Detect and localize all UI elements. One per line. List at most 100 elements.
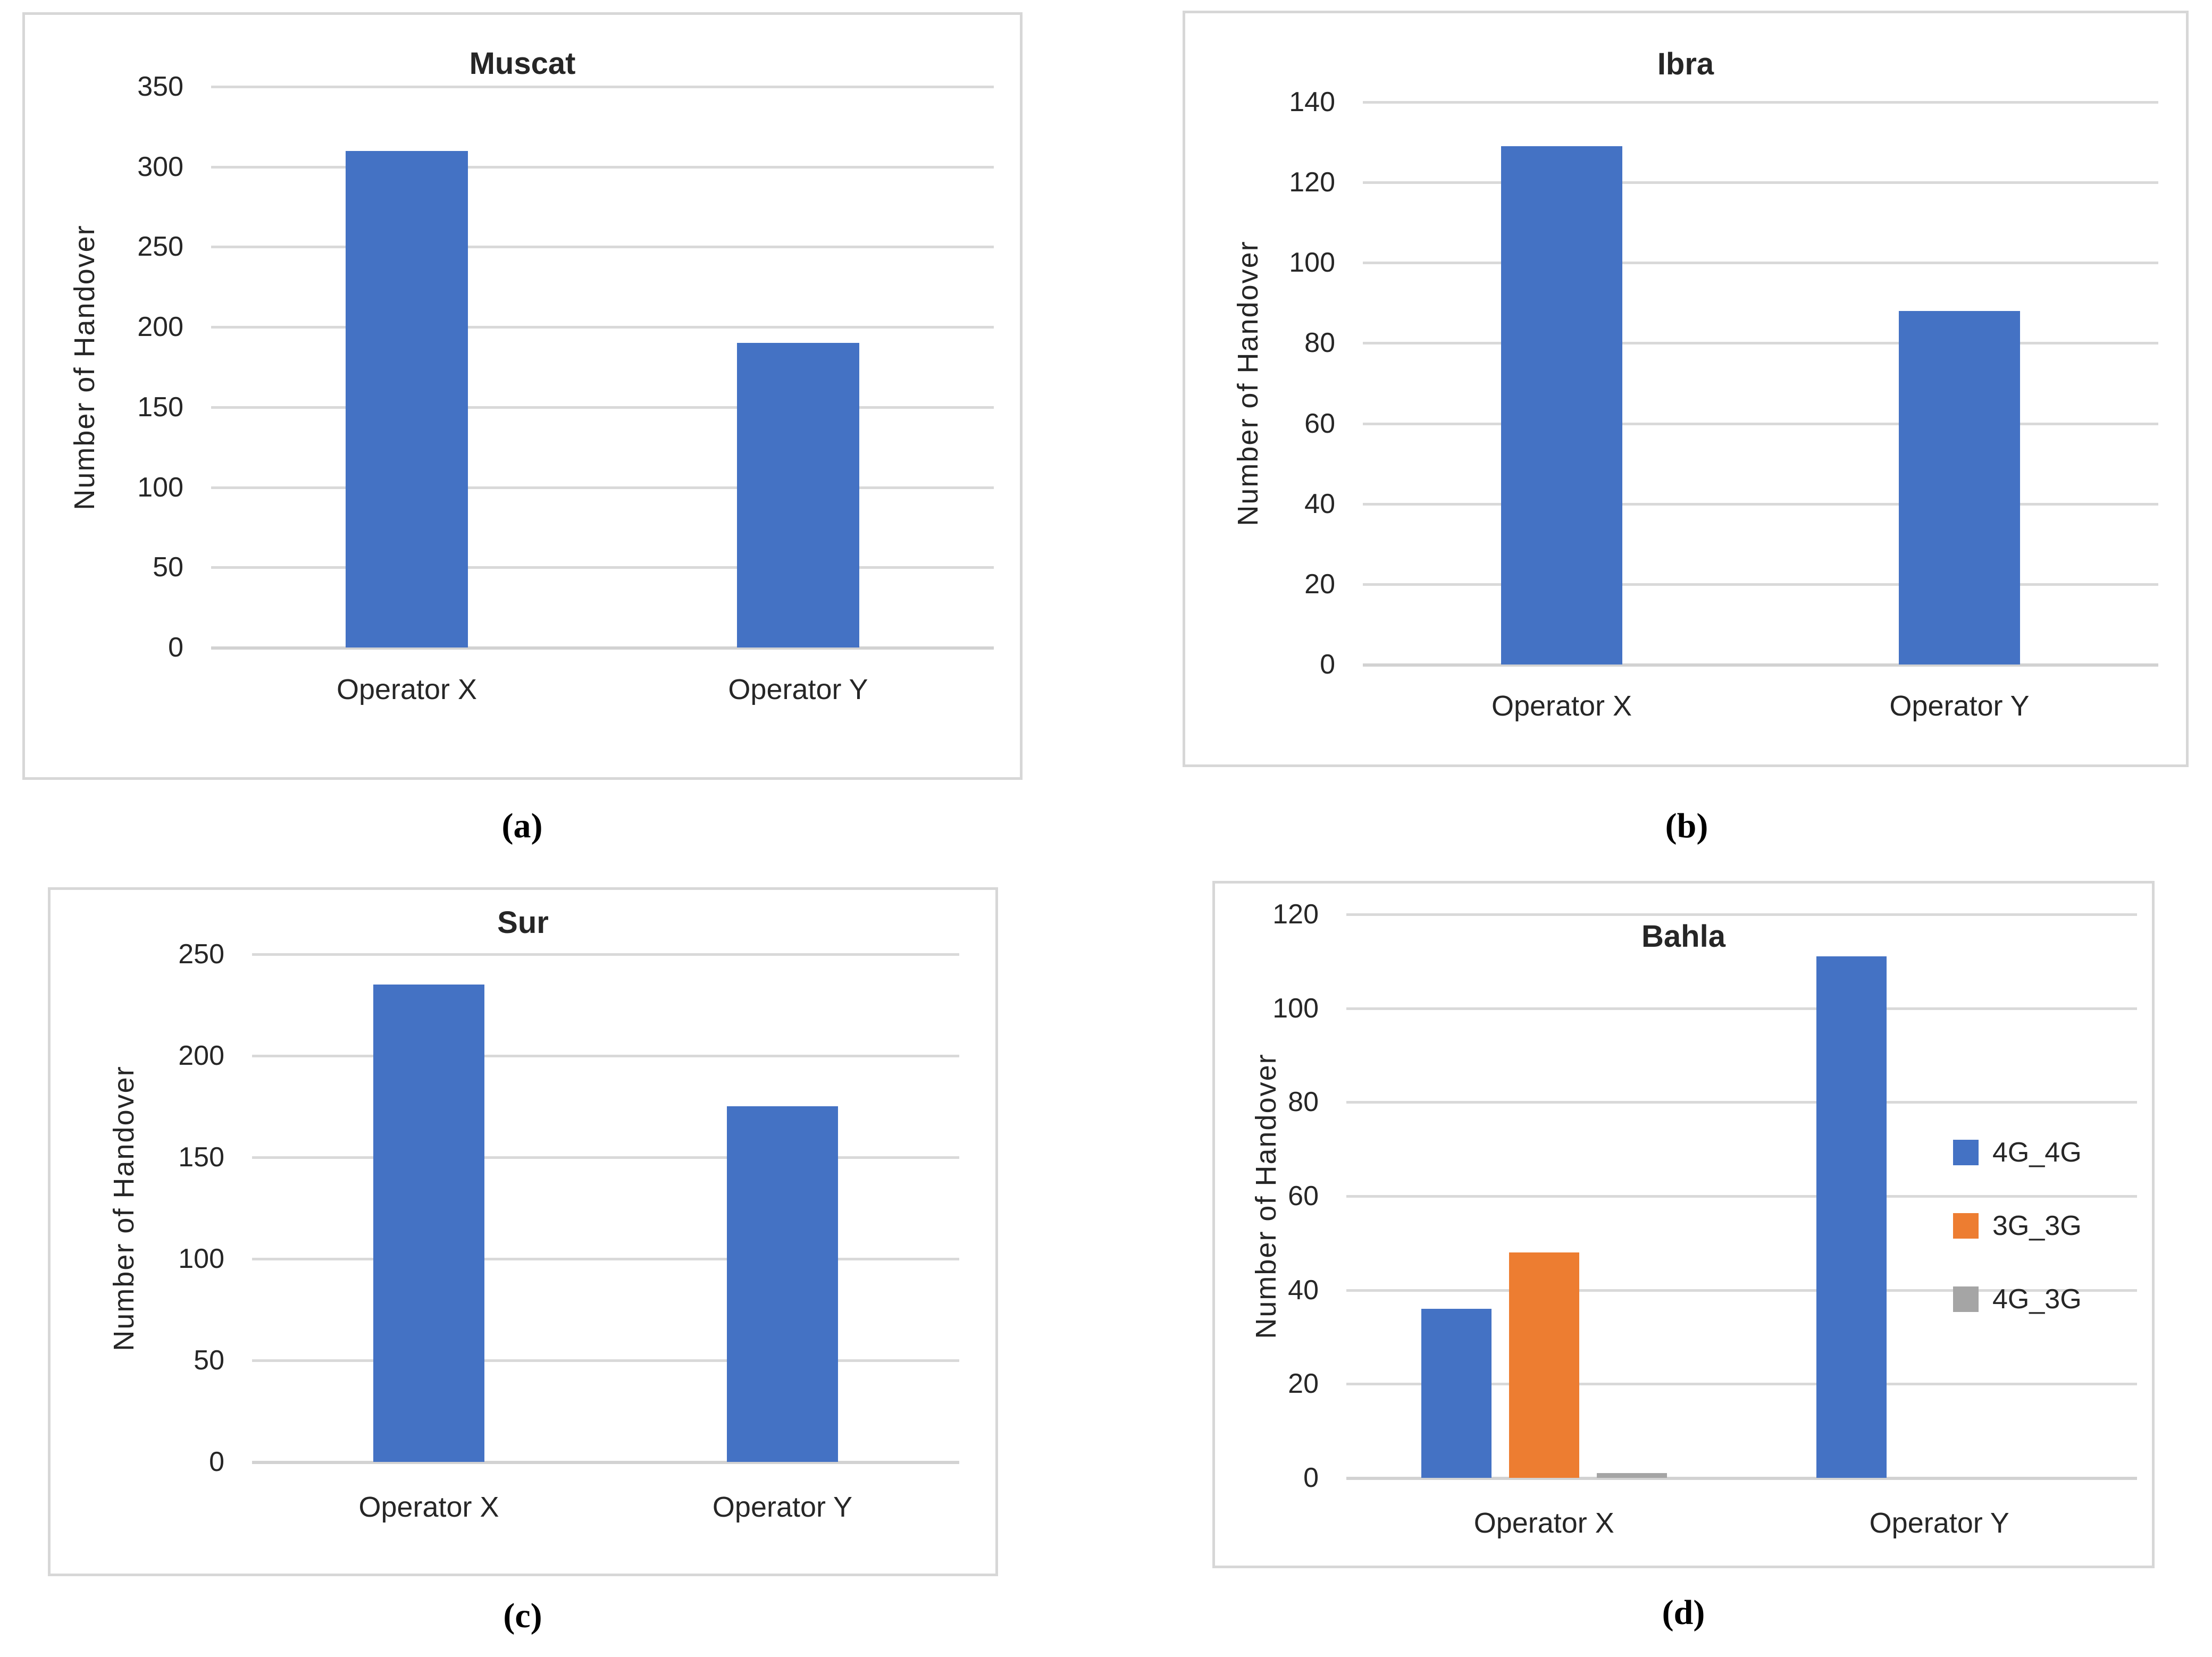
bar-4g_3g (1597, 1473, 1667, 1478)
chart-title: Sur (497, 905, 549, 940)
y-tick-label: 20 (1304, 568, 1335, 600)
gridline (211, 406, 994, 409)
gridline (211, 165, 994, 169)
y-tick-label: 100 (1289, 247, 1335, 279)
y-tick-label: 100 (178, 1243, 224, 1274)
figure-caption-d: (d) (1662, 1593, 1705, 1632)
y-tick-label: 120 (1272, 899, 1319, 930)
chart-canvas: Sur Number of Handover 0 50 100 150 200 250 Oper… (51, 890, 995, 1574)
y-tick-label: 40 (1304, 488, 1335, 519)
gridline (1346, 1007, 2137, 1010)
y-tick-label: 50 (153, 552, 183, 583)
gridline (211, 326, 994, 329)
gridline (211, 486, 994, 489)
x-category-label: Operator Y (1889, 690, 2030, 722)
y-tick-label: 150 (178, 1142, 224, 1173)
bar-4g_4g (1816, 956, 1887, 1478)
y-tick-label: 100 (1272, 992, 1319, 1024)
x-axis-line (1346, 1477, 2137, 1480)
legend-swatch (1953, 1140, 1979, 1165)
y-axis-label: Number of Handover (1232, 240, 1264, 526)
figure-caption-c: (c) (503, 1596, 542, 1635)
y-tick-label: 200 (178, 1040, 224, 1071)
gridline (211, 246, 994, 249)
gridline (1363, 583, 2158, 586)
gridline (211, 566, 994, 569)
y-tick-label: 350 (137, 71, 183, 102)
y-axis-label: Number of Handover (69, 224, 100, 510)
chart-panel-d: Bahla Number of Handover 0 20 40 60 80 100 120 Op… (1212, 881, 2155, 1568)
y-tick-label: 120 (1289, 167, 1335, 198)
y-tick-label: 150 (137, 391, 183, 423)
y-tick-label: 140 (1289, 87, 1335, 117)
gridline (1346, 1101, 2137, 1104)
y-tick-label: 80 (1288, 1087, 1319, 1118)
legend-swatch (1953, 1213, 1979, 1239)
x-category-label: Operator X (358, 1491, 499, 1523)
chart-panel-c: Sur Number of Handover 0 50 100 150 200 250 Oper… (48, 887, 998, 1576)
y-tick-label: 60 (1288, 1181, 1319, 1212)
gridline (252, 1258, 959, 1260)
chart-title: Bahla (1641, 919, 1725, 954)
bar-value (373, 985, 484, 1462)
gridline (1363, 101, 2158, 104)
bar-3g_3g (1509, 1252, 1579, 1478)
chart-canvas: Bahla Number of Handover 0 20 40 60 80 100 120 Op… (1215, 884, 2152, 1566)
x-category-label: Operator X (336, 674, 477, 705)
chart-canvas: Ibra Number of Handover 0 20 40 60 80 100 120 140… (1185, 13, 2186, 764)
x-category-label: Operator X (1473, 1507, 1614, 1539)
gridline (1346, 913, 2137, 916)
bar-value (1501, 146, 1622, 665)
bar-4g_4g (1421, 1309, 1492, 1478)
legend-swatch (1953, 1286, 1979, 1312)
gridline (1346, 1383, 2137, 1386)
gridline (252, 953, 959, 956)
figure-caption-a: (a) (501, 806, 543, 845)
gridline (1346, 1289, 2137, 1292)
gridline (252, 1156, 959, 1159)
y-tick-label: 0 (1303, 1462, 1319, 1493)
y-tick-label: 250 (137, 231, 183, 263)
gridline (1363, 262, 2158, 265)
y-axis-label: Number of Handover (108, 1065, 140, 1351)
x-category-label: Operator Y (728, 674, 868, 705)
y-tick-label: 0 (209, 1446, 224, 1477)
x-category-label: Operator X (1491, 690, 1632, 722)
y-tick-label: 0 (1320, 649, 1335, 680)
gridline (1346, 1195, 2137, 1198)
legend-label: 4G_3G (1992, 1284, 2082, 1315)
bar-value (737, 343, 859, 647)
figure-caption-b: (b) (1665, 806, 1708, 845)
gridline (1363, 502, 2158, 506)
gridline (1363, 422, 2158, 425)
legend-item: 4G_3G (1953, 1283, 2082, 1315)
bar-value (346, 151, 468, 647)
gridline (1363, 181, 2158, 184)
chart-canvas: Muscat Number of Handover 0 50 100 150 200 250 3… (25, 15, 1020, 777)
chart-title: Muscat (469, 46, 576, 81)
y-tick-label: 200 (137, 312, 183, 343)
legend-label: 3G_3G (1992, 1210, 2082, 1241)
y-tick-label: 50 (194, 1345, 224, 1376)
bar-value (727, 1106, 838, 1462)
y-tick-label: 0 (168, 632, 183, 663)
x-axis-line (1363, 663, 2158, 667)
y-tick-label: 80 (1304, 327, 1335, 359)
y-tick-label: 100 (137, 472, 183, 503)
gridline (1363, 342, 2158, 345)
chart-panel-b: Ibra Number of Handover 0 20 40 60 80 100 120 140… (1183, 11, 2189, 767)
x-axis-line (252, 1461, 959, 1464)
legend-item: 3G_3G (1953, 1210, 2082, 1242)
x-axis-line (211, 646, 994, 650)
legend-label: 4G_4G (1992, 1137, 2082, 1168)
y-tick-label: 40 (1288, 1274, 1319, 1306)
y-tick-label: 300 (137, 151, 183, 182)
x-category-label: Operator Y (1869, 1507, 2009, 1539)
y-tick-label: 60 (1304, 408, 1335, 439)
bar-value (1899, 311, 2020, 665)
y-tick-label: 20 (1288, 1368, 1319, 1400)
gridline (252, 1359, 959, 1362)
chart-title: Ibra (1657, 47, 1714, 81)
gridline (252, 1055, 959, 1057)
chart-panel-a: Muscat Number of Handover 0 50 100 150 200 250 3… (22, 12, 1023, 780)
